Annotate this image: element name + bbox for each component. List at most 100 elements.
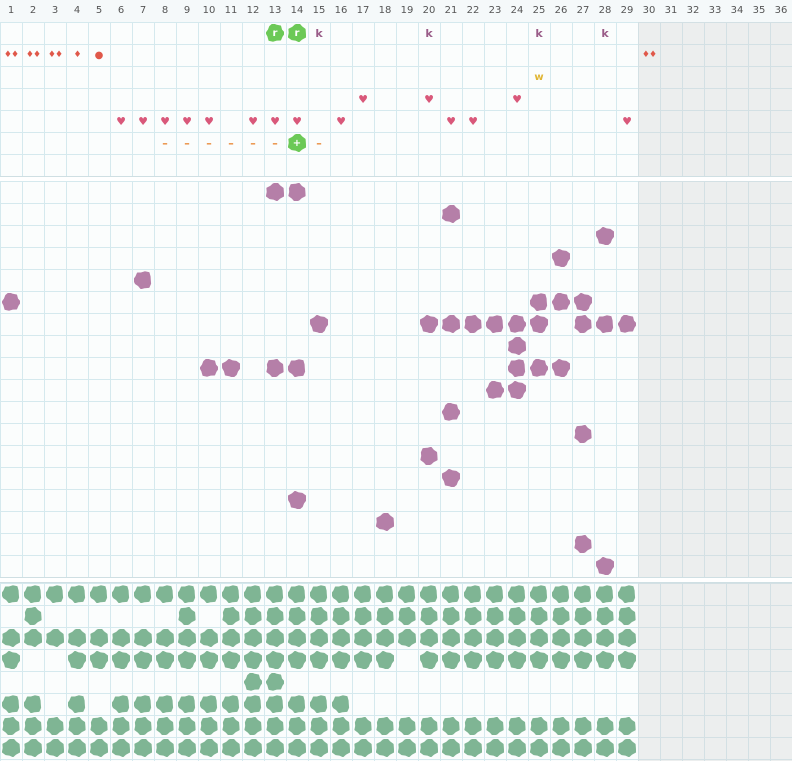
plant-cell[interactable]: ♦♦ xyxy=(638,44,660,66)
plant-cell[interactable] xyxy=(418,445,440,467)
plant-cell[interactable]: k xyxy=(594,22,616,44)
plant-cell[interactable]: ♦ xyxy=(66,44,88,66)
plant-cell[interactable] xyxy=(308,583,330,605)
plant-cell[interactable] xyxy=(594,649,616,671)
plant-cell[interactable] xyxy=(506,605,528,627)
plant-cell[interactable] xyxy=(132,583,154,605)
plant-cell[interactable] xyxy=(66,715,88,737)
plant-cell[interactable] xyxy=(572,715,594,737)
plant-cell[interactable] xyxy=(440,583,462,605)
plant-cell[interactable] xyxy=(616,583,638,605)
plant-cell[interactable] xyxy=(220,649,242,671)
plant-cell[interactable] xyxy=(374,715,396,737)
plant-cell[interactable] xyxy=(264,583,286,605)
plant-cell[interactable] xyxy=(440,737,462,759)
plant-cell[interactable] xyxy=(0,693,22,715)
plant-cell[interactable] xyxy=(66,649,88,671)
plant-cell[interactable]: – xyxy=(154,132,176,154)
plant-cell[interactable] xyxy=(264,181,286,203)
plant-cell[interactable] xyxy=(198,693,220,715)
plant-cell[interactable] xyxy=(198,715,220,737)
plant-cell[interactable] xyxy=(220,357,242,379)
plant-cell[interactable] xyxy=(572,291,594,313)
plant-cell[interactable] xyxy=(330,605,352,627)
plant-cell[interactable] xyxy=(550,649,572,671)
plant-cell[interactable] xyxy=(616,627,638,649)
plant-cell[interactable] xyxy=(396,715,418,737)
plant-cell[interactable] xyxy=(88,583,110,605)
plant-cell[interactable]: k xyxy=(418,22,440,44)
plant-cell[interactable] xyxy=(440,401,462,423)
plant-cell[interactable] xyxy=(22,627,44,649)
middle-planting-grid[interactable] xyxy=(0,181,792,577)
plant-cell[interactable] xyxy=(22,693,44,715)
plant-cell[interactable] xyxy=(264,649,286,671)
plant-cell[interactable] xyxy=(484,379,506,401)
plant-cell[interactable] xyxy=(220,693,242,715)
plant-cell[interactable] xyxy=(264,605,286,627)
plant-cell[interactable] xyxy=(242,715,264,737)
plant-cell[interactable] xyxy=(594,605,616,627)
plant-cell[interactable] xyxy=(242,737,264,759)
plant-cell[interactable] xyxy=(440,627,462,649)
plant-cell[interactable] xyxy=(154,583,176,605)
plant-cell[interactable] xyxy=(330,627,352,649)
plant-cell[interactable]: ● xyxy=(88,44,110,66)
plant-cell[interactable] xyxy=(550,605,572,627)
plant-cell[interactable]: k xyxy=(308,22,330,44)
plant-cell[interactable] xyxy=(418,605,440,627)
plant-cell[interactable] xyxy=(308,627,330,649)
plant-cell[interactable] xyxy=(550,247,572,269)
plant-cell[interactable] xyxy=(198,737,220,759)
plant-cell[interactable] xyxy=(462,737,484,759)
plant-cell[interactable] xyxy=(550,357,572,379)
plant-cell[interactable] xyxy=(264,737,286,759)
plant-cell[interactable] xyxy=(506,627,528,649)
plant-cell[interactable]: ♥ xyxy=(616,110,638,132)
plant-cell[interactable] xyxy=(110,693,132,715)
plant-cell[interactable] xyxy=(440,313,462,335)
plant-cell[interactable] xyxy=(242,671,264,693)
plant-cell[interactable] xyxy=(374,605,396,627)
plant-cell[interactable] xyxy=(484,627,506,649)
plant-cell[interactable] xyxy=(396,737,418,759)
plant-cell[interactable] xyxy=(286,715,308,737)
plant-cell[interactable]: ♦♦ xyxy=(0,44,22,66)
plant-cell[interactable] xyxy=(0,649,22,671)
plant-cell[interactable] xyxy=(484,313,506,335)
plant-cell[interactable] xyxy=(572,649,594,671)
plant-cell[interactable] xyxy=(154,649,176,671)
plant-cell[interactable]: – xyxy=(198,132,220,154)
plant-cell[interactable] xyxy=(330,737,352,759)
plant-cell[interactable]: ♥ xyxy=(132,110,154,132)
plant-cell[interactable] xyxy=(616,605,638,627)
plant-cell[interactable] xyxy=(154,693,176,715)
plant-cell[interactable] xyxy=(572,423,594,445)
plant-cell[interactable]: ♥ xyxy=(506,88,528,110)
plant-cell[interactable] xyxy=(330,693,352,715)
plant-cell[interactable] xyxy=(462,605,484,627)
plant-cell[interactable] xyxy=(286,605,308,627)
plant-cell[interactable] xyxy=(594,583,616,605)
plant-cell[interactable] xyxy=(506,357,528,379)
plant-cell[interactable] xyxy=(308,313,330,335)
plant-cell[interactable] xyxy=(572,627,594,649)
plant-cell[interactable] xyxy=(0,291,22,313)
plant-cell[interactable] xyxy=(154,737,176,759)
plant-cell[interactable] xyxy=(264,671,286,693)
plant-cell[interactable] xyxy=(66,693,88,715)
plant-cell[interactable] xyxy=(110,737,132,759)
plant-cell[interactable] xyxy=(484,715,506,737)
plant-cell[interactable] xyxy=(484,605,506,627)
plant-cell[interactable] xyxy=(374,649,396,671)
plant-cell[interactable] xyxy=(286,737,308,759)
plant-cell[interactable] xyxy=(286,357,308,379)
plant-cell[interactable] xyxy=(44,583,66,605)
plant-cell[interactable] xyxy=(110,715,132,737)
plant-cell[interactable] xyxy=(88,627,110,649)
plant-cell[interactable] xyxy=(220,583,242,605)
plant-cell[interactable]: ♥ xyxy=(242,110,264,132)
plant-cell[interactable] xyxy=(132,649,154,671)
plant-cell[interactable] xyxy=(242,627,264,649)
plant-cell[interactable] xyxy=(154,715,176,737)
